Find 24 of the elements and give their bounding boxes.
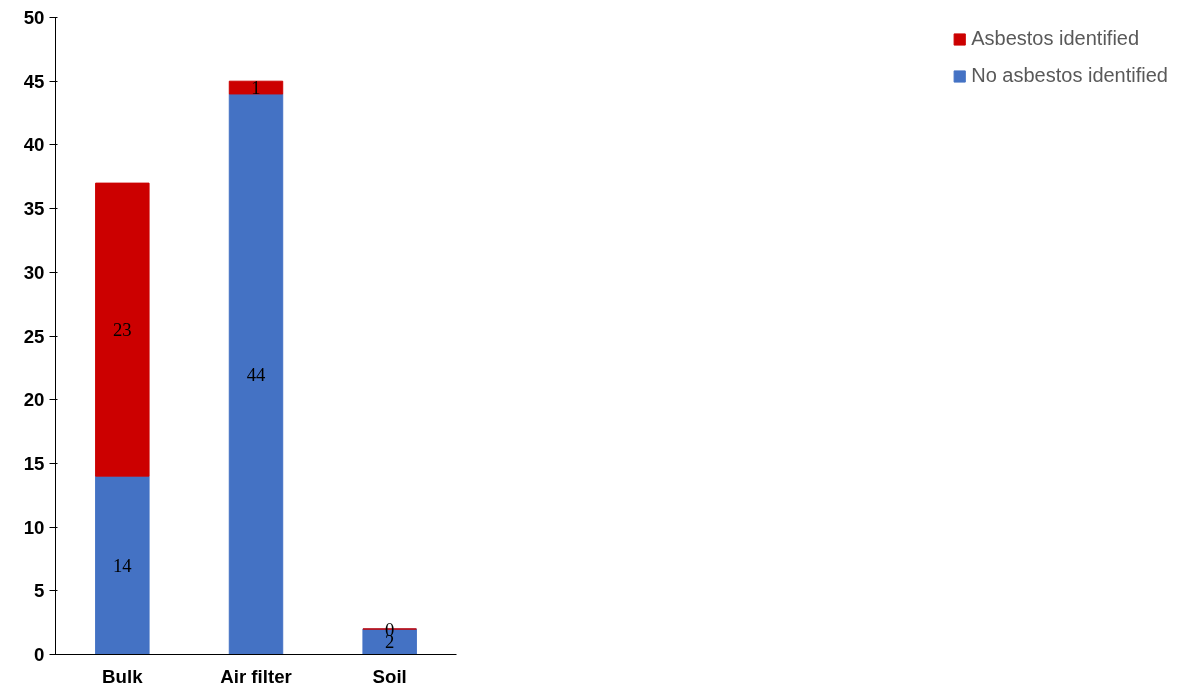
x-tick-label: Bulk — [102, 665, 144, 687]
legend-label: No asbestos identified — [971, 64, 1168, 87]
y-tick-label: 45 — [23, 70, 45, 92]
bar — [95, 475, 150, 655]
y-tick-label: 35 — [23, 198, 45, 220]
data-label: 23 — [113, 319, 132, 341]
bar — [228, 93, 284, 655]
x-tick-label: Air filter — [220, 665, 292, 687]
legend-label: Asbestos identified — [971, 27, 1140, 50]
y-tick-label: 25 — [23, 325, 45, 347]
y-tick-label: 30 — [23, 261, 45, 283]
bar — [228, 80, 284, 95]
y-tick-label: 40 — [23, 134, 45, 156]
y-tick-label: 5 — [34, 580, 45, 602]
y-tick-label: 15 — [23, 452, 45, 474]
y-tick-label: 20 — [23, 389, 45, 411]
y-tick-label: 10 — [23, 516, 45, 538]
data-label: 44 — [246, 363, 266, 385]
x-tick-label: Soil — [372, 665, 407, 687]
data-label: 14 — [113, 554, 133, 576]
bar — [95, 182, 150, 477]
y-tick-label: 50 — [23, 7, 45, 28]
y-tick-label: 0 — [34, 644, 45, 665]
data-label: 1 — [251, 77, 261, 99]
